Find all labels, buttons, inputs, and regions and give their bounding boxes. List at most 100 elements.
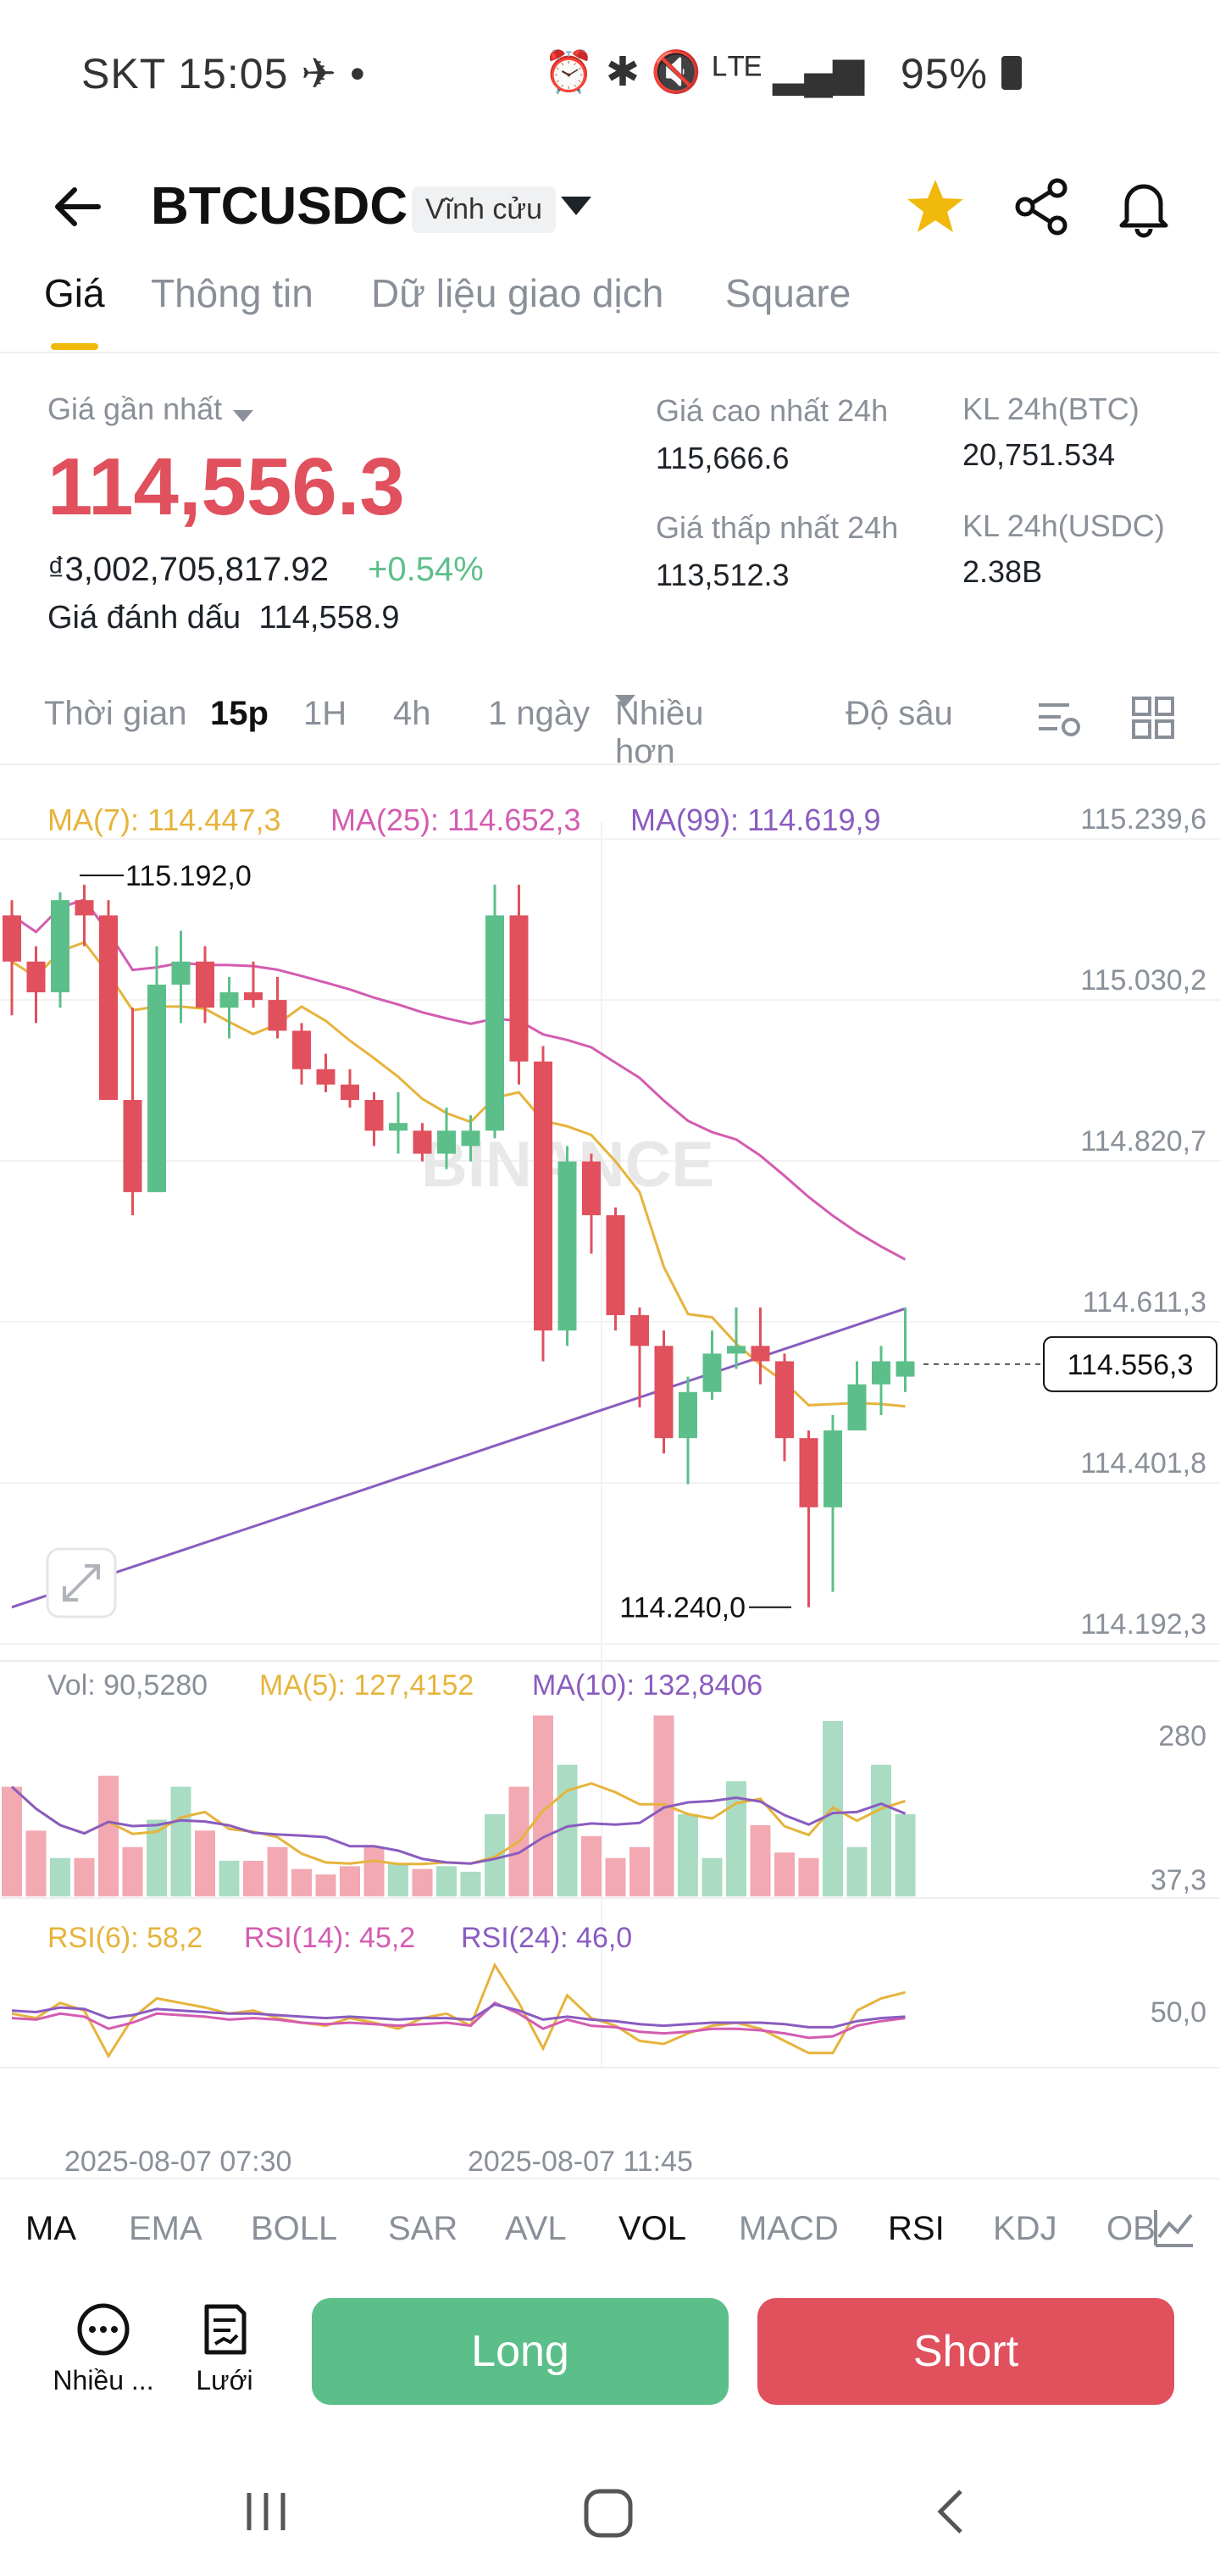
price-chart[interactable]: BINANCE 115.239,6115.030,2114.820,7114.6… xyxy=(0,763,1220,2178)
mark-price: 114,558.9 xyxy=(258,600,400,636)
rsi14-legend: RSI(14): 45,2 xyxy=(244,1922,415,1954)
carrier: SKT xyxy=(81,50,166,97)
grid-trading-button[interactable]: Lưới xyxy=(178,2301,271,2396)
top-bar: BTCUSDC Vĩnh cửu xyxy=(0,144,1220,271)
tab-info[interactable]: Thông tin xyxy=(151,271,313,315)
candle-body xyxy=(389,1123,408,1131)
symbol-dropdown-icon[interactable] xyxy=(561,197,591,215)
high-24h-label: Giá cao nhất 24h xyxy=(656,393,889,428)
favorite-star-icon[interactable] xyxy=(903,175,968,239)
grid-doc-icon xyxy=(204,2304,247,2355)
price-axis-label: 114.192,3 xyxy=(1080,1608,1206,1641)
rsi-y-tick: 50,0 xyxy=(1151,1996,1206,2029)
price-axis-label: 115.030,2 xyxy=(1080,964,1206,997)
chart-settings-icon[interactable] xyxy=(1035,695,1081,741)
volume-bar xyxy=(846,1846,868,1896)
more-button[interactable]: Nhiều ... xyxy=(44,2301,163,2396)
expand-chart-icon[interactable] xyxy=(46,1547,117,1618)
vol-ma10-legend: MA(10): 132,8406 xyxy=(532,1669,762,1702)
vol-ma5-line xyxy=(10,1782,906,1866)
indicator-ema[interactable]: EMA xyxy=(129,2210,202,2247)
candle-body xyxy=(461,1130,480,1146)
candle-body xyxy=(244,992,263,1001)
home-icon[interactable] xyxy=(581,2486,635,2540)
indicator-avl[interactable]: AVL xyxy=(505,2210,567,2247)
candle-body xyxy=(679,1391,697,1439)
share-icon[interactable] xyxy=(1010,175,1074,239)
indicator-obv[interactable]: OBV xyxy=(1106,2210,1154,2247)
long-button[interactable]: Long xyxy=(312,2298,729,2405)
indicator-sar[interactable]: SAR xyxy=(388,2210,458,2247)
tab-square[interactable]: Square xyxy=(725,271,851,315)
indicator-rsi[interactable]: RSI xyxy=(888,2210,945,2247)
grid-layout-icon[interactable] xyxy=(1130,695,1176,741)
volume-bar xyxy=(195,1830,215,1896)
interval-15m[interactable]: 15p xyxy=(210,695,269,732)
price-axis-label: 115.239,6 xyxy=(1080,803,1206,836)
candle-body xyxy=(485,915,504,1131)
volume-bar xyxy=(122,1846,143,1896)
recent-apps-icon[interactable] xyxy=(241,2486,291,2537)
volume-bar xyxy=(871,1764,891,1896)
volume-bar xyxy=(436,1866,457,1896)
back-arrow-icon[interactable] xyxy=(47,176,108,237)
clock: 15:05 xyxy=(178,50,289,97)
candle-body xyxy=(606,1215,625,1316)
candle-body xyxy=(751,1346,770,1362)
interval-time-label: Thời gian xyxy=(44,695,187,732)
high-24h: 115,666.6 xyxy=(656,441,790,475)
candle-body xyxy=(799,1438,818,1507)
mark-price-label: Giá đánh dấu xyxy=(47,600,241,636)
rsi14-line xyxy=(11,2001,906,2040)
symbol-title[interactable]: BTCUSDC xyxy=(151,177,408,236)
main-tabs: Giá Thông tin Dữ liệu giao dịch Square xyxy=(0,267,1220,353)
caret-down-icon xyxy=(232,409,253,422)
vnd-price: ₫3,002,705,817.92 xyxy=(47,551,329,588)
tab-price[interactable]: Giá xyxy=(44,271,105,315)
indicator-ma[interactable]: MA xyxy=(25,2210,76,2247)
price-axis-label: 114.611,3 xyxy=(1083,1286,1206,1319)
low-24h: 113,512.3 xyxy=(656,558,790,592)
candle-body xyxy=(824,1430,842,1507)
volume-bar xyxy=(678,1813,698,1896)
volume-bar xyxy=(219,1860,240,1896)
status-carrier-time: SKT 15:05 ✈ • xyxy=(81,49,366,98)
depth-tab[interactable]: Độ sâu xyxy=(846,695,953,732)
indicator-boll[interactable]: BOLL xyxy=(251,2210,338,2247)
candle-body xyxy=(51,900,69,993)
ma25-line xyxy=(11,898,907,1261)
bell-icon[interactable] xyxy=(1112,175,1176,239)
volume-bar xyxy=(25,1830,47,1896)
indicator-settings-icon[interactable] xyxy=(1151,2203,1198,2251)
last-price: 114,556.3 xyxy=(47,441,405,532)
low-marker: 114.240,0 xyxy=(619,1592,746,1624)
interval-1h[interactable]: 1H xyxy=(303,695,347,732)
active-tab-indicator xyxy=(51,343,98,350)
price-axis-label: 114.820,7 xyxy=(1080,1125,1206,1158)
candle-body xyxy=(171,961,191,985)
vol-ma5-legend: MA(5): 127,4152 xyxy=(259,1669,474,1702)
short-button[interactable]: Short xyxy=(757,2298,1174,2405)
candle-body xyxy=(219,992,239,1008)
volume-bar xyxy=(726,1781,746,1896)
system-nav-bar xyxy=(0,2449,1220,2576)
indicator-macd[interactable]: MACD xyxy=(739,2210,839,2247)
tab-trading-data[interactable]: Dữ liệu giao dịch xyxy=(371,271,664,315)
ma25-legend: MA(25): 114.652,3 xyxy=(330,802,581,837)
volume-bar xyxy=(267,1846,288,1896)
volume-bar xyxy=(629,1846,650,1896)
rsi6-legend: RSI(6): 58,2 xyxy=(47,1922,202,1954)
action-bar: Nhiều ... Lưới Long Short xyxy=(0,2288,1220,2432)
candle-body xyxy=(896,1361,915,1377)
candle-body xyxy=(413,1130,432,1154)
indicator-vol[interactable]: VOL xyxy=(618,2210,687,2247)
interval-1d[interactable]: 1 ngày xyxy=(488,695,591,732)
nav-back-icon[interactable] xyxy=(927,2486,978,2537)
vol-usdc-label: KL 24h(USDC) xyxy=(962,508,1165,543)
last-price-label[interactable]: Giá gần nhất xyxy=(47,391,253,427)
battery-icon xyxy=(1001,56,1022,90)
candle-body xyxy=(99,915,118,1101)
volume-bar xyxy=(315,1874,336,1896)
indicator-kdj[interactable]: KDJ xyxy=(993,2210,1057,2247)
interval-4h[interactable]: 4h xyxy=(393,695,431,732)
